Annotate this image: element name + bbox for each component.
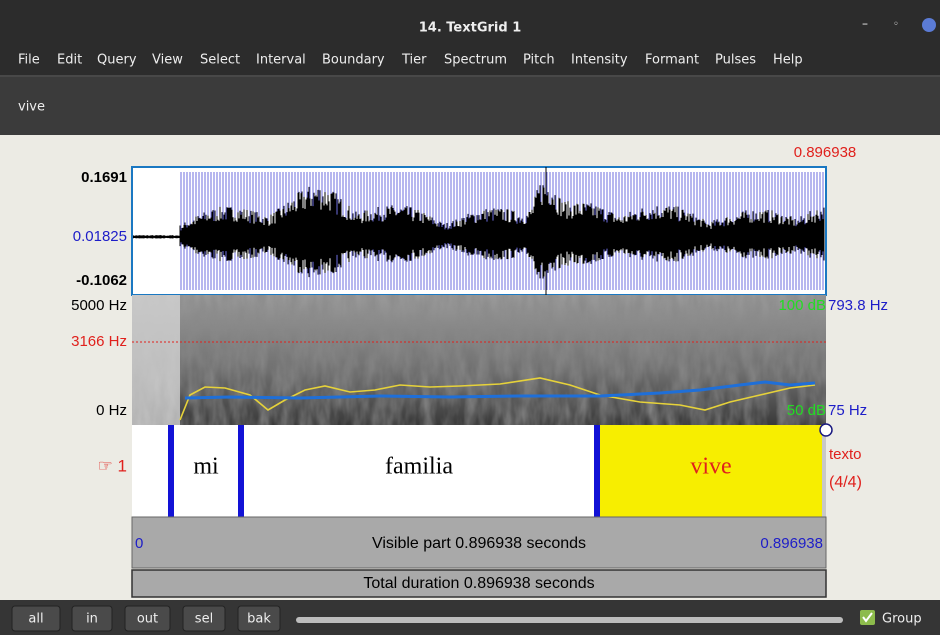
total-duration: Total duration 0.896938 seconds: [363, 575, 594, 592]
tier-name: texto: [829, 446, 862, 463]
menu-item[interactable]: Intensity: [571, 53, 628, 68]
freq-cursor: 3166 Hz: [71, 333, 127, 350]
interval-label: vive: [690, 454, 731, 480]
close[interactable]: [922, 18, 936, 32]
text-field[interactable]: [0, 75, 940, 135]
button-label: in: [86, 612, 98, 627]
button-label: sel: [195, 612, 213, 627]
button-label: bak: [247, 612, 271, 627]
freq-top: 5000 Hz: [71, 297, 127, 314]
menu: File Edit Query View Select Interval Boundary T…: [18, 53, 803, 68]
text-field-value: vive: [18, 100, 45, 115]
menu-item[interactable]: Pulses: [715, 53, 756, 68]
maximize[interactable]: ◦: [893, 19, 899, 30]
menu-item[interactable]: Edit: [57, 53, 82, 68]
spectrogram-texture: [132, 295, 826, 425]
visible-start: 0: [135, 535, 143, 552]
visible-part: Visible part 0.896938 seconds: [372, 535, 586, 552]
intensity-top: 100 dB: [778, 297, 826, 314]
visible-end: 0.896938: [760, 535, 823, 552]
visible-part-bar[interactable]: [131, 516, 827, 569]
total-duration-bar[interactable]: [131, 569, 827, 598]
wave-min: -0.1062: [76, 272, 127, 289]
button[interactable]: [71, 605, 113, 632]
tier-edge: [822, 425, 826, 517]
menu-item[interactable]: Formant: [645, 53, 699, 68]
check-mark: [862, 612, 873, 623]
menu-bar: [0, 40, 940, 75]
menu-item[interactable]: Select: [200, 53, 240, 68]
spectrogram-silence: [132, 295, 180, 425]
cursor-time: 0.896938: [794, 144, 857, 161]
menu-item[interactable]: Boundary: [322, 53, 385, 68]
button[interactable]: [11, 605, 61, 632]
pitch-curve-yellow: [179, 377, 816, 421]
button-label: out: [137, 612, 158, 627]
menu-item[interactable]: Help: [773, 53, 803, 68]
boundary[interactable]: [168, 425, 174, 517]
wave-cursor-value: 0.01825: [73, 228, 127, 245]
interval-label: familia: [385, 454, 453, 480]
scroll-bar[interactable]: [296, 617, 843, 623]
button[interactable]: [237, 605, 281, 632]
buttons: all in out sel bak: [11, 605, 281, 632]
wave-max: 0.1691: [81, 169, 127, 186]
menu-item[interactable]: Spectrum: [444, 53, 507, 68]
menu-item[interactable]: View: [152, 53, 183, 68]
window-title: 14. TextGrid 1: [419, 21, 522, 36]
freq-bottom: 0 Hz: [96, 402, 127, 419]
pitch-curve: [184, 380, 816, 400]
minimize[interactable]: –: [862, 17, 868, 31]
menu-item[interactable]: File: [18, 53, 40, 68]
button[interactable]: [124, 605, 171, 632]
pitch-bottom: 75 Hz: [828, 402, 867, 419]
pitch-top: 793.8 Hz: [828, 297, 888, 314]
tier-count: (4/4): [829, 474, 862, 491]
button[interactable]: [182, 605, 226, 632]
menu-item[interactable]: Pitch: [523, 53, 555, 68]
cursor-handle: [819, 423, 833, 437]
menu-item[interactable]: Query: [97, 53, 137, 68]
boundary[interactable]: [238, 425, 244, 517]
title-bar: [0, 0, 940, 40]
selected-interval: [600, 425, 822, 517]
menu-item[interactable]: Tier: [401, 53, 427, 68]
menu-item[interactable]: Interval: [256, 53, 306, 68]
boundary[interactable]: [594, 425, 600, 517]
interval-label: mi: [193, 454, 219, 480]
group-label: Group: [882, 612, 922, 627]
tier-number[interactable]: ☞ 1: [98, 456, 127, 475]
button-label: all: [28, 612, 43, 627]
intensity-bottom: 50 dB: [787, 402, 826, 419]
